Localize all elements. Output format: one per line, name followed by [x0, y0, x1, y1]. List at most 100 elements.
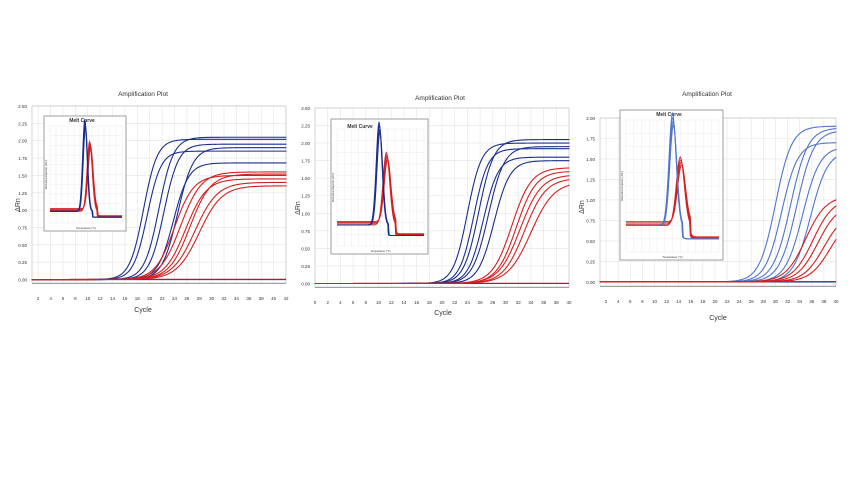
y-tick-label: 0.75 [18, 225, 27, 230]
y-tick-label: 0.25 [18, 260, 27, 265]
inset-title: Melt Curve [347, 124, 373, 130]
y-tick-label: 0.75 [586, 218, 595, 223]
x-tick-label: 34 [797, 299, 803, 304]
y-tick-label: 2.00 [301, 141, 310, 146]
y-tick-label: 0.00 [586, 280, 595, 285]
x-tick-label: 26 [184, 296, 190, 301]
x-tick-label: 12 [389, 300, 395, 305]
y-tick-label: 1.00 [301, 211, 310, 216]
y-tick-label: 2.50 [301, 106, 310, 111]
y-tick-label: 0.00 [18, 278, 27, 283]
x-tick-label: 32 [785, 299, 791, 304]
x-tick-label: 42 [283, 296, 289, 301]
x-tick-label: 10 [85, 296, 91, 301]
x-axis-label: Cycle [709, 315, 727, 322]
melt-curve-inset: Melt Curve Temperature (°C) Derivative Rep… [330, 118, 429, 255]
x-tick-label: 22 [160, 296, 166, 301]
x-tick-label: 16 [414, 300, 420, 305]
x-tick-label: 12 [664, 299, 670, 304]
x-tick-label: 12 [98, 296, 104, 301]
x-tick-label: 10 [652, 299, 658, 304]
blue-melt-peak [626, 124, 719, 240]
inset-x-label: Temperature (°C) [371, 249, 391, 253]
x-tick-label: 18 [135, 296, 141, 301]
red-melt-peak [626, 164, 719, 238]
inset-grid [336, 128, 425, 247]
x-tick-label: 32 [516, 300, 522, 305]
x-tick-label: 26 [749, 299, 755, 304]
x-tick-label: 36 [541, 300, 547, 305]
y-tick-label: 1.75 [18, 156, 27, 161]
x-tick-label: 38 [259, 296, 265, 301]
x-tick-label: 20 [712, 299, 718, 304]
plot-title: Amplification Plot [118, 91, 168, 98]
x-tick-label: 2 [37, 296, 40, 301]
plot-title: Amplification Plot [682, 91, 732, 98]
x-tick-label: 18 [427, 300, 433, 305]
y-tick-label: 1.25 [18, 191, 27, 196]
x-tick-label: 40 [271, 296, 277, 301]
x-tick-label: 6 [352, 300, 355, 305]
y-axis-label: ΔRn [579, 200, 586, 214]
x-tick-label: 38 [554, 300, 560, 305]
x-tick-label: 2 [326, 300, 329, 305]
x-tick-label: 36 [809, 299, 815, 304]
x-tick-label: 6 [62, 296, 65, 301]
blue-melt-peak [50, 127, 122, 218]
x-tick-label: 20 [439, 300, 445, 305]
x-tick-label: 24 [172, 296, 178, 301]
y-tick-label: 2.25 [18, 121, 27, 126]
x-tick-label: 2 [605, 299, 608, 304]
x-tick-label: 40 [833, 299, 839, 304]
x-tick-label: 30 [773, 299, 779, 304]
y-tick-label: 1.25 [301, 194, 310, 199]
x-tick-label: 8 [365, 300, 368, 305]
y-tick-label: 0.50 [586, 239, 595, 244]
inset-y-label: Derivative Reporter (-Rn') [44, 160, 48, 190]
y-tick-label: 1.75 [301, 159, 310, 164]
x-tick-label: 34 [528, 300, 534, 305]
plot-frame [314, 107, 570, 288]
y-tick-label: 2.00 [586, 116, 595, 121]
x-tick-label: 28 [197, 296, 203, 301]
x-axis-label: Cycle [134, 307, 152, 314]
red-amplification-curve [31, 185, 287, 281]
x-tick-label: 30 [503, 300, 509, 305]
inset-grid [625, 119, 720, 253]
x-tick-label: 38 [821, 299, 827, 304]
plot-frame [31, 105, 287, 284]
x-tick-label: 8 [641, 299, 644, 304]
y-tick-label: 0.00 [301, 281, 310, 286]
y-tick-label: 2.50 [18, 104, 27, 109]
red-melt-peak [337, 158, 424, 235]
x-tick-label: 22 [725, 299, 731, 304]
x-tick-label: 30 [209, 296, 215, 301]
x-tick-label: 28 [761, 299, 767, 304]
x-tick-label: 34 [234, 296, 240, 301]
x-tick-label: 36 [246, 296, 252, 301]
y-tick-label: 0.75 [301, 229, 310, 234]
x-tick-label: 0 [314, 300, 317, 305]
y-tick-label: 0.50 [18, 243, 27, 248]
y-tick-label: 0.25 [301, 264, 310, 269]
x-tick-label: 14 [676, 299, 682, 304]
y-tick-label: 2.00 [18, 139, 27, 144]
y-tick-label: 0.25 [586, 259, 595, 264]
y-tick-label: 1.00 [586, 198, 595, 203]
red-amplification-curve [314, 184, 570, 285]
y-tick-label: 0.50 [301, 246, 310, 251]
inset-x-label: Temperature (°C) [663, 255, 683, 259]
x-tick-label: 8 [74, 296, 77, 301]
blue-melt-peak [337, 131, 424, 236]
x-tick-label: 16 [688, 299, 694, 304]
red-melt-peak [50, 146, 122, 217]
inset-frame [330, 118, 429, 255]
x-tick-label: 28 [490, 300, 496, 305]
y-tick-label: 1.75 [586, 136, 595, 141]
plot-title: Amplification Plot [415, 95, 465, 102]
y-tick-label: 2.25 [301, 124, 310, 129]
x-tick-label: 24 [737, 299, 743, 304]
inset-x-label: Temperature (°C) [76, 226, 96, 230]
